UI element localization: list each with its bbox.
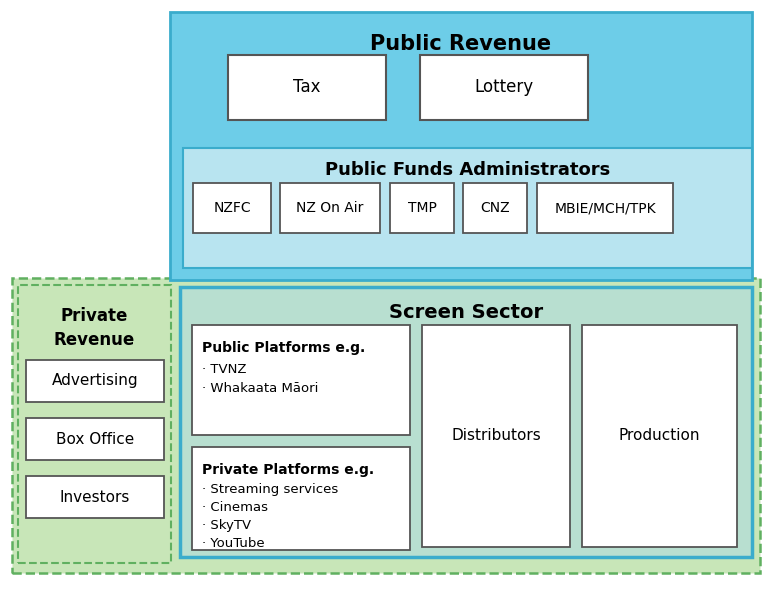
Bar xyxy=(582,325,737,547)
Bar xyxy=(18,285,171,563)
Text: Lottery: Lottery xyxy=(474,78,534,97)
Bar xyxy=(463,183,527,233)
Bar xyxy=(422,325,570,547)
Bar xyxy=(183,148,752,268)
Bar xyxy=(192,447,410,550)
Bar xyxy=(26,360,164,402)
Bar xyxy=(192,325,410,435)
Bar xyxy=(390,183,454,233)
Text: Private
Revenue: Private Revenue xyxy=(54,307,135,349)
Text: Investors: Investors xyxy=(60,489,130,505)
Bar xyxy=(12,278,760,573)
Bar xyxy=(420,55,588,120)
Bar xyxy=(280,183,380,233)
Text: Box Office: Box Office xyxy=(56,432,134,446)
Text: Public Funds Administrators: Public Funds Administrators xyxy=(325,161,610,179)
Text: Public Revenue: Public Revenue xyxy=(370,34,551,54)
Bar xyxy=(170,12,752,280)
Bar xyxy=(193,183,271,233)
Bar xyxy=(26,418,164,460)
Text: · Streaming services
· Cinemas
· SkyTV
· YouTube: · Streaming services · Cinemas · SkyTV ·… xyxy=(202,483,338,550)
Text: Public Platforms e.g.: Public Platforms e.g. xyxy=(202,341,365,355)
Text: TMP: TMP xyxy=(407,201,437,215)
Text: MBIE/MCH/TPK: MBIE/MCH/TPK xyxy=(554,201,656,215)
Text: NZFC: NZFC xyxy=(213,201,251,215)
Text: Distributors: Distributors xyxy=(451,429,541,443)
Text: Advertising: Advertising xyxy=(52,373,139,389)
Text: NZ On Air: NZ On Air xyxy=(296,201,363,215)
Bar xyxy=(537,183,673,233)
Text: Private Platforms e.g.: Private Platforms e.g. xyxy=(202,463,374,477)
Bar xyxy=(26,476,164,518)
Text: Screen Sector: Screen Sector xyxy=(389,303,543,322)
Bar xyxy=(228,55,386,120)
Text: · TVNZ
· Whakaata Māori: · TVNZ · Whakaata Māori xyxy=(202,363,318,395)
Text: CNZ: CNZ xyxy=(480,201,510,215)
Text: Production: Production xyxy=(619,429,700,443)
Bar xyxy=(180,287,752,557)
Text: Tax: Tax xyxy=(293,78,321,97)
